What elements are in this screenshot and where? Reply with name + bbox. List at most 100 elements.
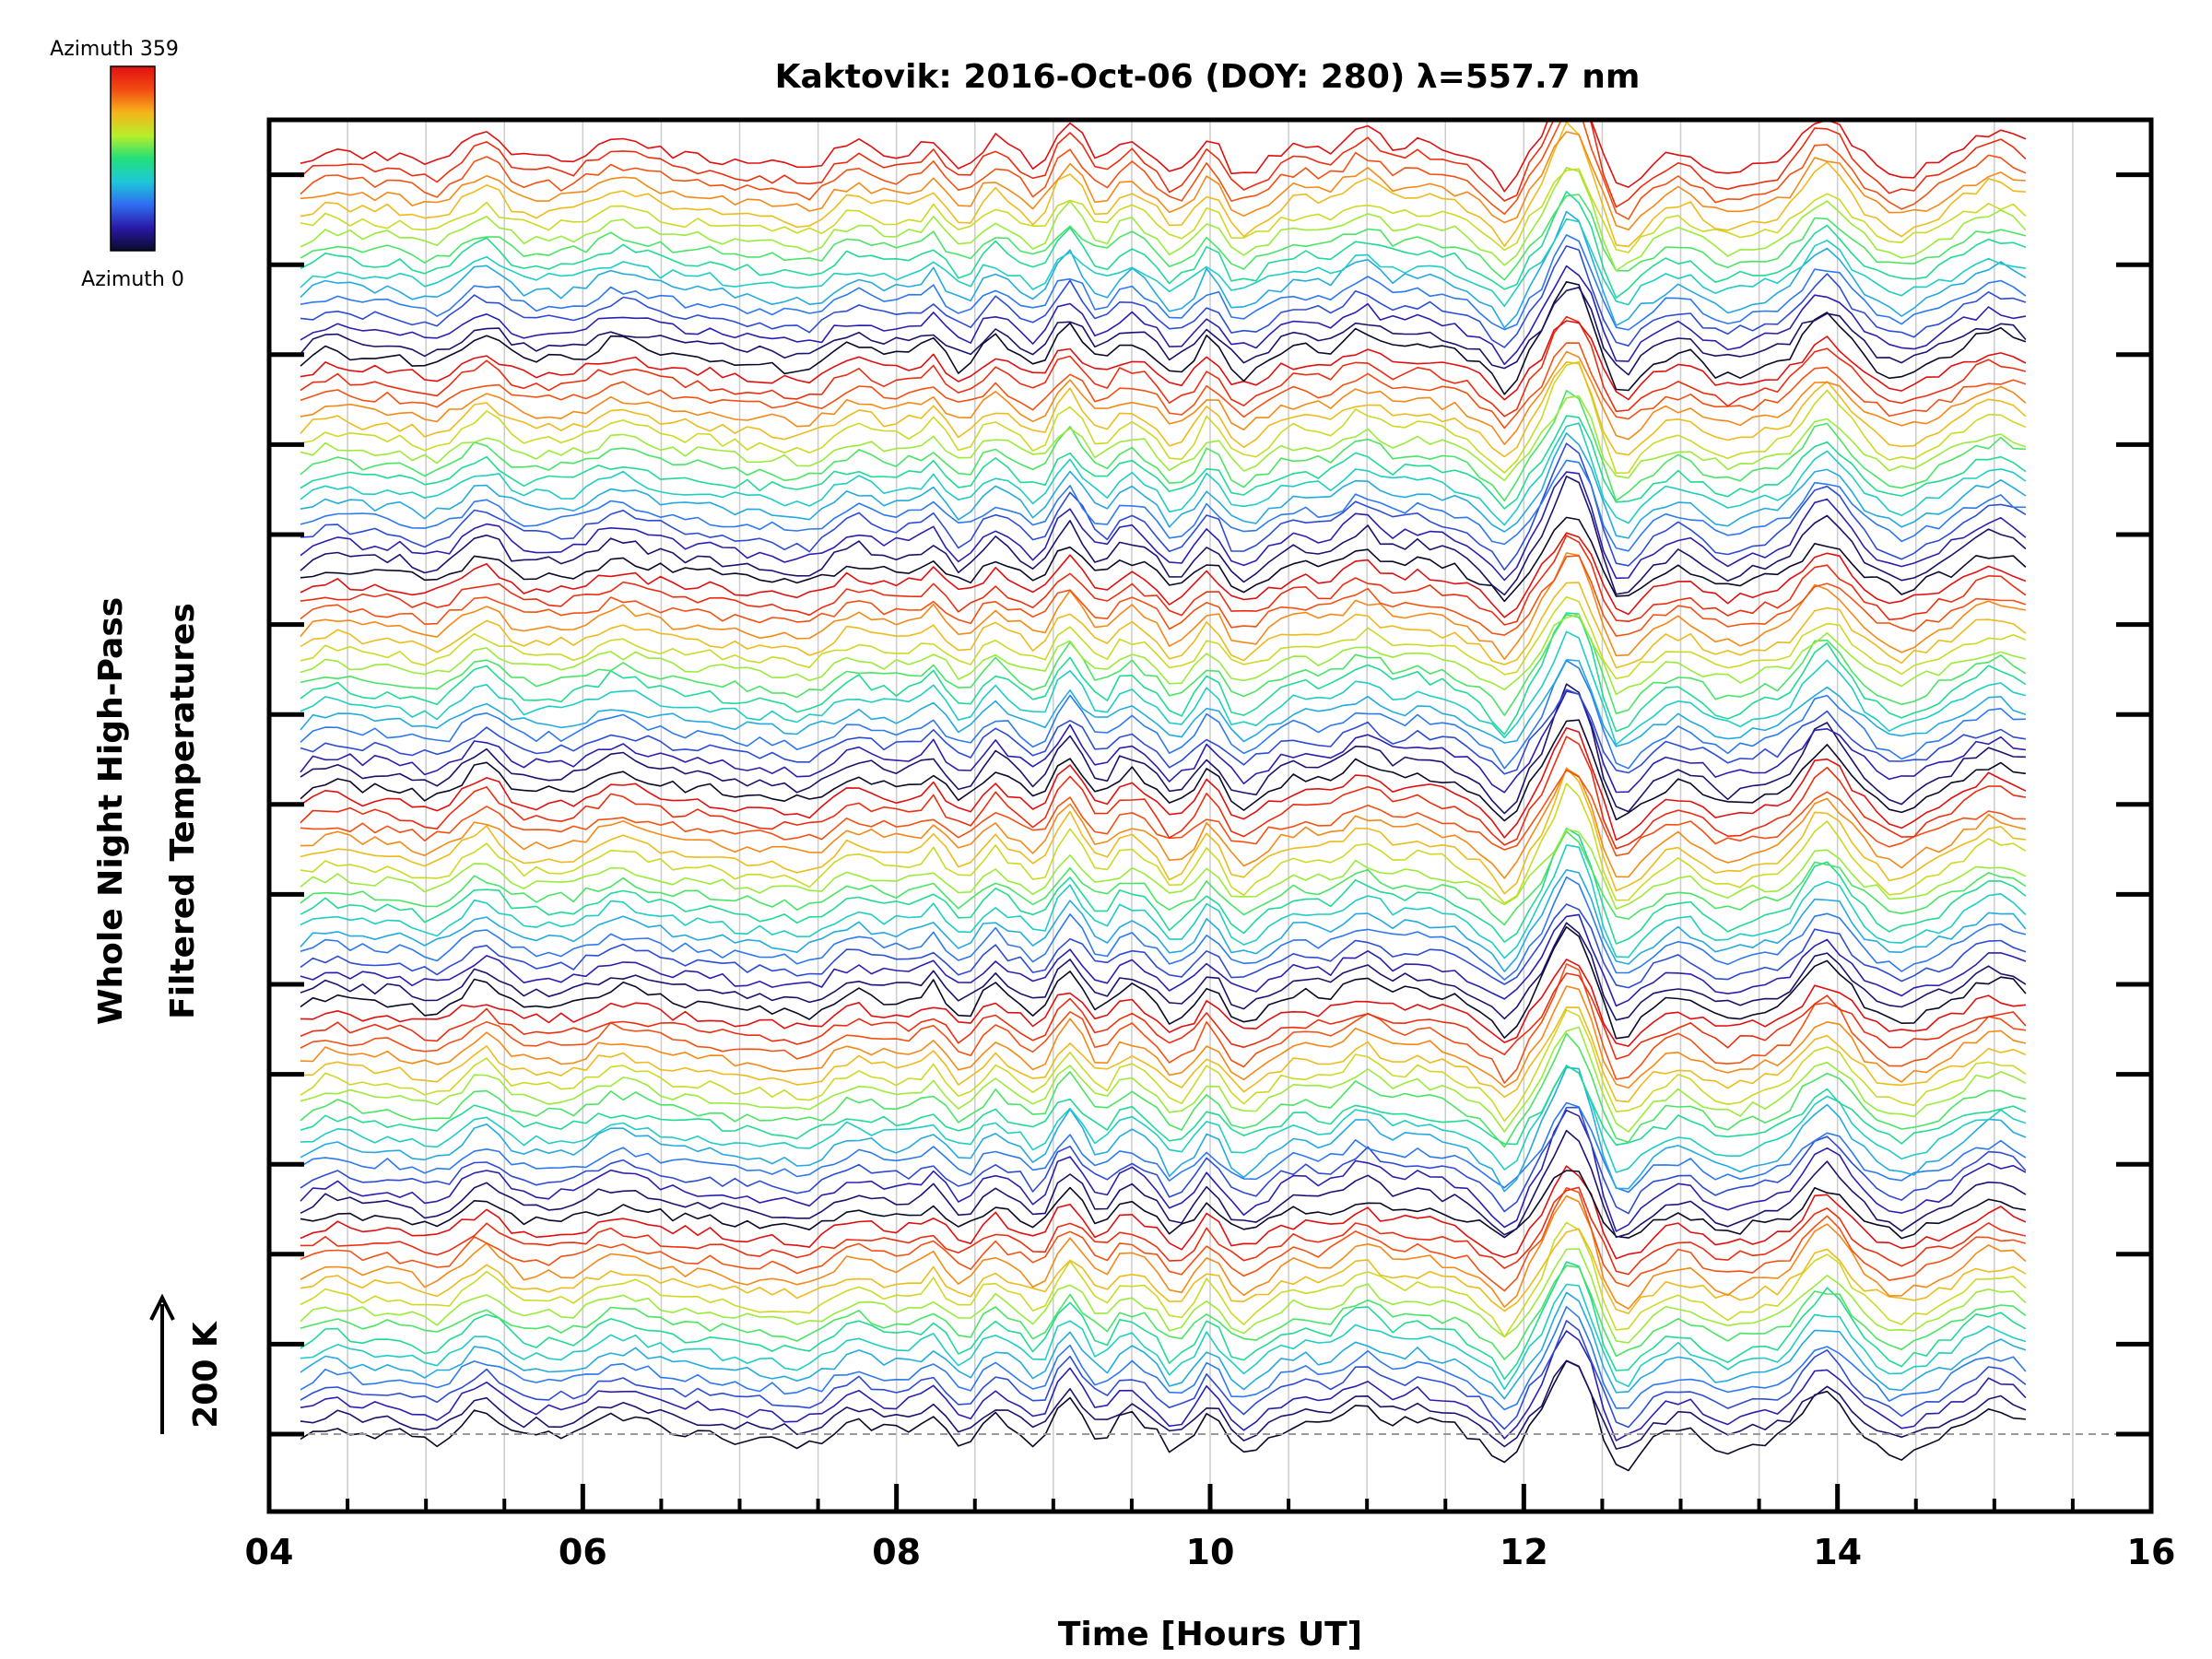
colorbar-bar bbox=[110, 65, 156, 252]
series-line bbox=[300, 830, 2027, 926]
series-line bbox=[300, 985, 2027, 1089]
series-line bbox=[300, 1283, 2027, 1391]
series-line bbox=[300, 1261, 2027, 1381]
scale-bar-arrowhead bbox=[149, 1293, 175, 1321]
x-tick-label: 12 bbox=[1500, 1532, 1548, 1572]
series-line bbox=[300, 1026, 2027, 1133]
scale-bar: 200 K bbox=[149, 1293, 225, 1434]
series-line bbox=[300, 1129, 2027, 1239]
series-line bbox=[300, 972, 2027, 1060]
series-line bbox=[300, 1291, 2027, 1400]
series-line bbox=[300, 1228, 2027, 1314]
series-line bbox=[300, 1186, 2027, 1292]
series-line bbox=[300, 876, 2027, 981]
series-line bbox=[300, 442, 2027, 571]
series-line bbox=[300, 168, 2027, 253]
series-line bbox=[300, 727, 2027, 841]
series-line bbox=[300, 555, 2027, 637]
series-line bbox=[300, 582, 2027, 669]
series-line bbox=[300, 194, 2027, 281]
series-line bbox=[300, 1009, 2027, 1123]
series-line bbox=[300, 210, 2027, 329]
series-line bbox=[300, 659, 2027, 747]
series-line bbox=[300, 191, 2027, 299]
series-line bbox=[300, 281, 2027, 395]
series-line bbox=[300, 535, 2027, 626]
series-line bbox=[300, 659, 2026, 770]
series-group bbox=[300, 120, 2027, 1472]
series-line bbox=[300, 315, 2027, 418]
series-line bbox=[300, 1109, 2027, 1232]
y-axis-label-line-1: Whole Night High-Pass bbox=[92, 597, 130, 1025]
series-line bbox=[300, 613, 2027, 716]
series-line bbox=[300, 1106, 2027, 1215]
chart-title: Kaktovik: 2016-Oct-06 (DOY: 280) λ=557.7… bbox=[775, 58, 1641, 96]
series-line bbox=[300, 360, 2027, 474]
series-line bbox=[300, 1359, 2026, 1472]
series-line bbox=[300, 415, 2027, 510]
series-line bbox=[300, 768, 2027, 879]
series-line bbox=[300, 1065, 2027, 1173]
series-line bbox=[300, 690, 2026, 794]
series-line bbox=[300, 1065, 2027, 1147]
series-line bbox=[300, 516, 2027, 603]
y-axis-label-line-2: Filtered Temperatures bbox=[164, 603, 202, 1019]
x-axis-label: Time [Hours UT] bbox=[1058, 1616, 1362, 1653]
series-line bbox=[300, 390, 2026, 502]
x-tick-label: 14 bbox=[1813, 1532, 1862, 1572]
series-line bbox=[300, 719, 2026, 822]
y-axis-label: Whole Night High-Pass Filtered Temperatu… bbox=[92, 597, 202, 1025]
series-line bbox=[300, 287, 2027, 376]
scale-bar-label: 200 K bbox=[187, 1321, 225, 1429]
series-line bbox=[300, 903, 2027, 989]
series-line bbox=[300, 1265, 2027, 1360]
series-line bbox=[300, 131, 2026, 231]
series-line bbox=[300, 828, 2027, 910]
series-line bbox=[300, 1006, 2027, 1103]
series-line bbox=[300, 422, 2027, 526]
series-line bbox=[300, 1330, 2027, 1441]
series-line bbox=[300, 320, 2027, 401]
series-line bbox=[300, 963, 2027, 1084]
series-line bbox=[300, 245, 2027, 348]
series-line bbox=[300, 1101, 2027, 1194]
series-line bbox=[300, 218, 2027, 307]
series-line bbox=[300, 769, 2026, 857]
series-line bbox=[300, 432, 2027, 539]
colorbar-top-label: Azimuth 359 bbox=[50, 38, 179, 61]
series-line bbox=[300, 869, 2027, 972]
series-line bbox=[300, 342, 2027, 429]
series-line bbox=[300, 613, 2027, 696]
series-line bbox=[300, 959, 2026, 1047]
series-line bbox=[300, 767, 2026, 895]
series-line bbox=[300, 552, 2027, 660]
series-line bbox=[300, 688, 2027, 775]
series-line bbox=[300, 925, 2027, 1040]
series-line bbox=[300, 844, 2027, 959]
series-line bbox=[300, 532, 2027, 618]
series-line bbox=[300, 394, 2027, 482]
series-line bbox=[300, 735, 2027, 850]
series-line bbox=[300, 595, 2027, 680]
series-line bbox=[300, 471, 2027, 582]
series-line bbox=[300, 350, 2027, 445]
x-tick-label: 04 bbox=[245, 1532, 294, 1572]
series-line bbox=[300, 1221, 2027, 1338]
series-line bbox=[300, 234, 2027, 331]
series-line bbox=[300, 612, 2027, 735]
series-line bbox=[300, 120, 2027, 193]
colorbar: Azimuth 359 Azimuth 0 bbox=[50, 38, 184, 291]
x-tick-label: 16 bbox=[2127, 1532, 2176, 1572]
series-line bbox=[300, 167, 2027, 272]
series-line bbox=[300, 265, 2027, 366]
series-line bbox=[300, 782, 2027, 904]
series-line bbox=[300, 683, 2026, 815]
series-line bbox=[300, 1248, 2027, 1344]
series-line bbox=[300, 120, 2027, 208]
series-line bbox=[300, 1170, 2027, 1240]
series-line bbox=[300, 459, 2026, 552]
x-tick-label: 08 bbox=[872, 1532, 921, 1572]
series-line bbox=[300, 630, 2027, 746]
x-ticks: 04 06 08 10 12 14 16 bbox=[245, 1484, 2176, 1572]
series-line bbox=[300, 120, 2027, 220]
